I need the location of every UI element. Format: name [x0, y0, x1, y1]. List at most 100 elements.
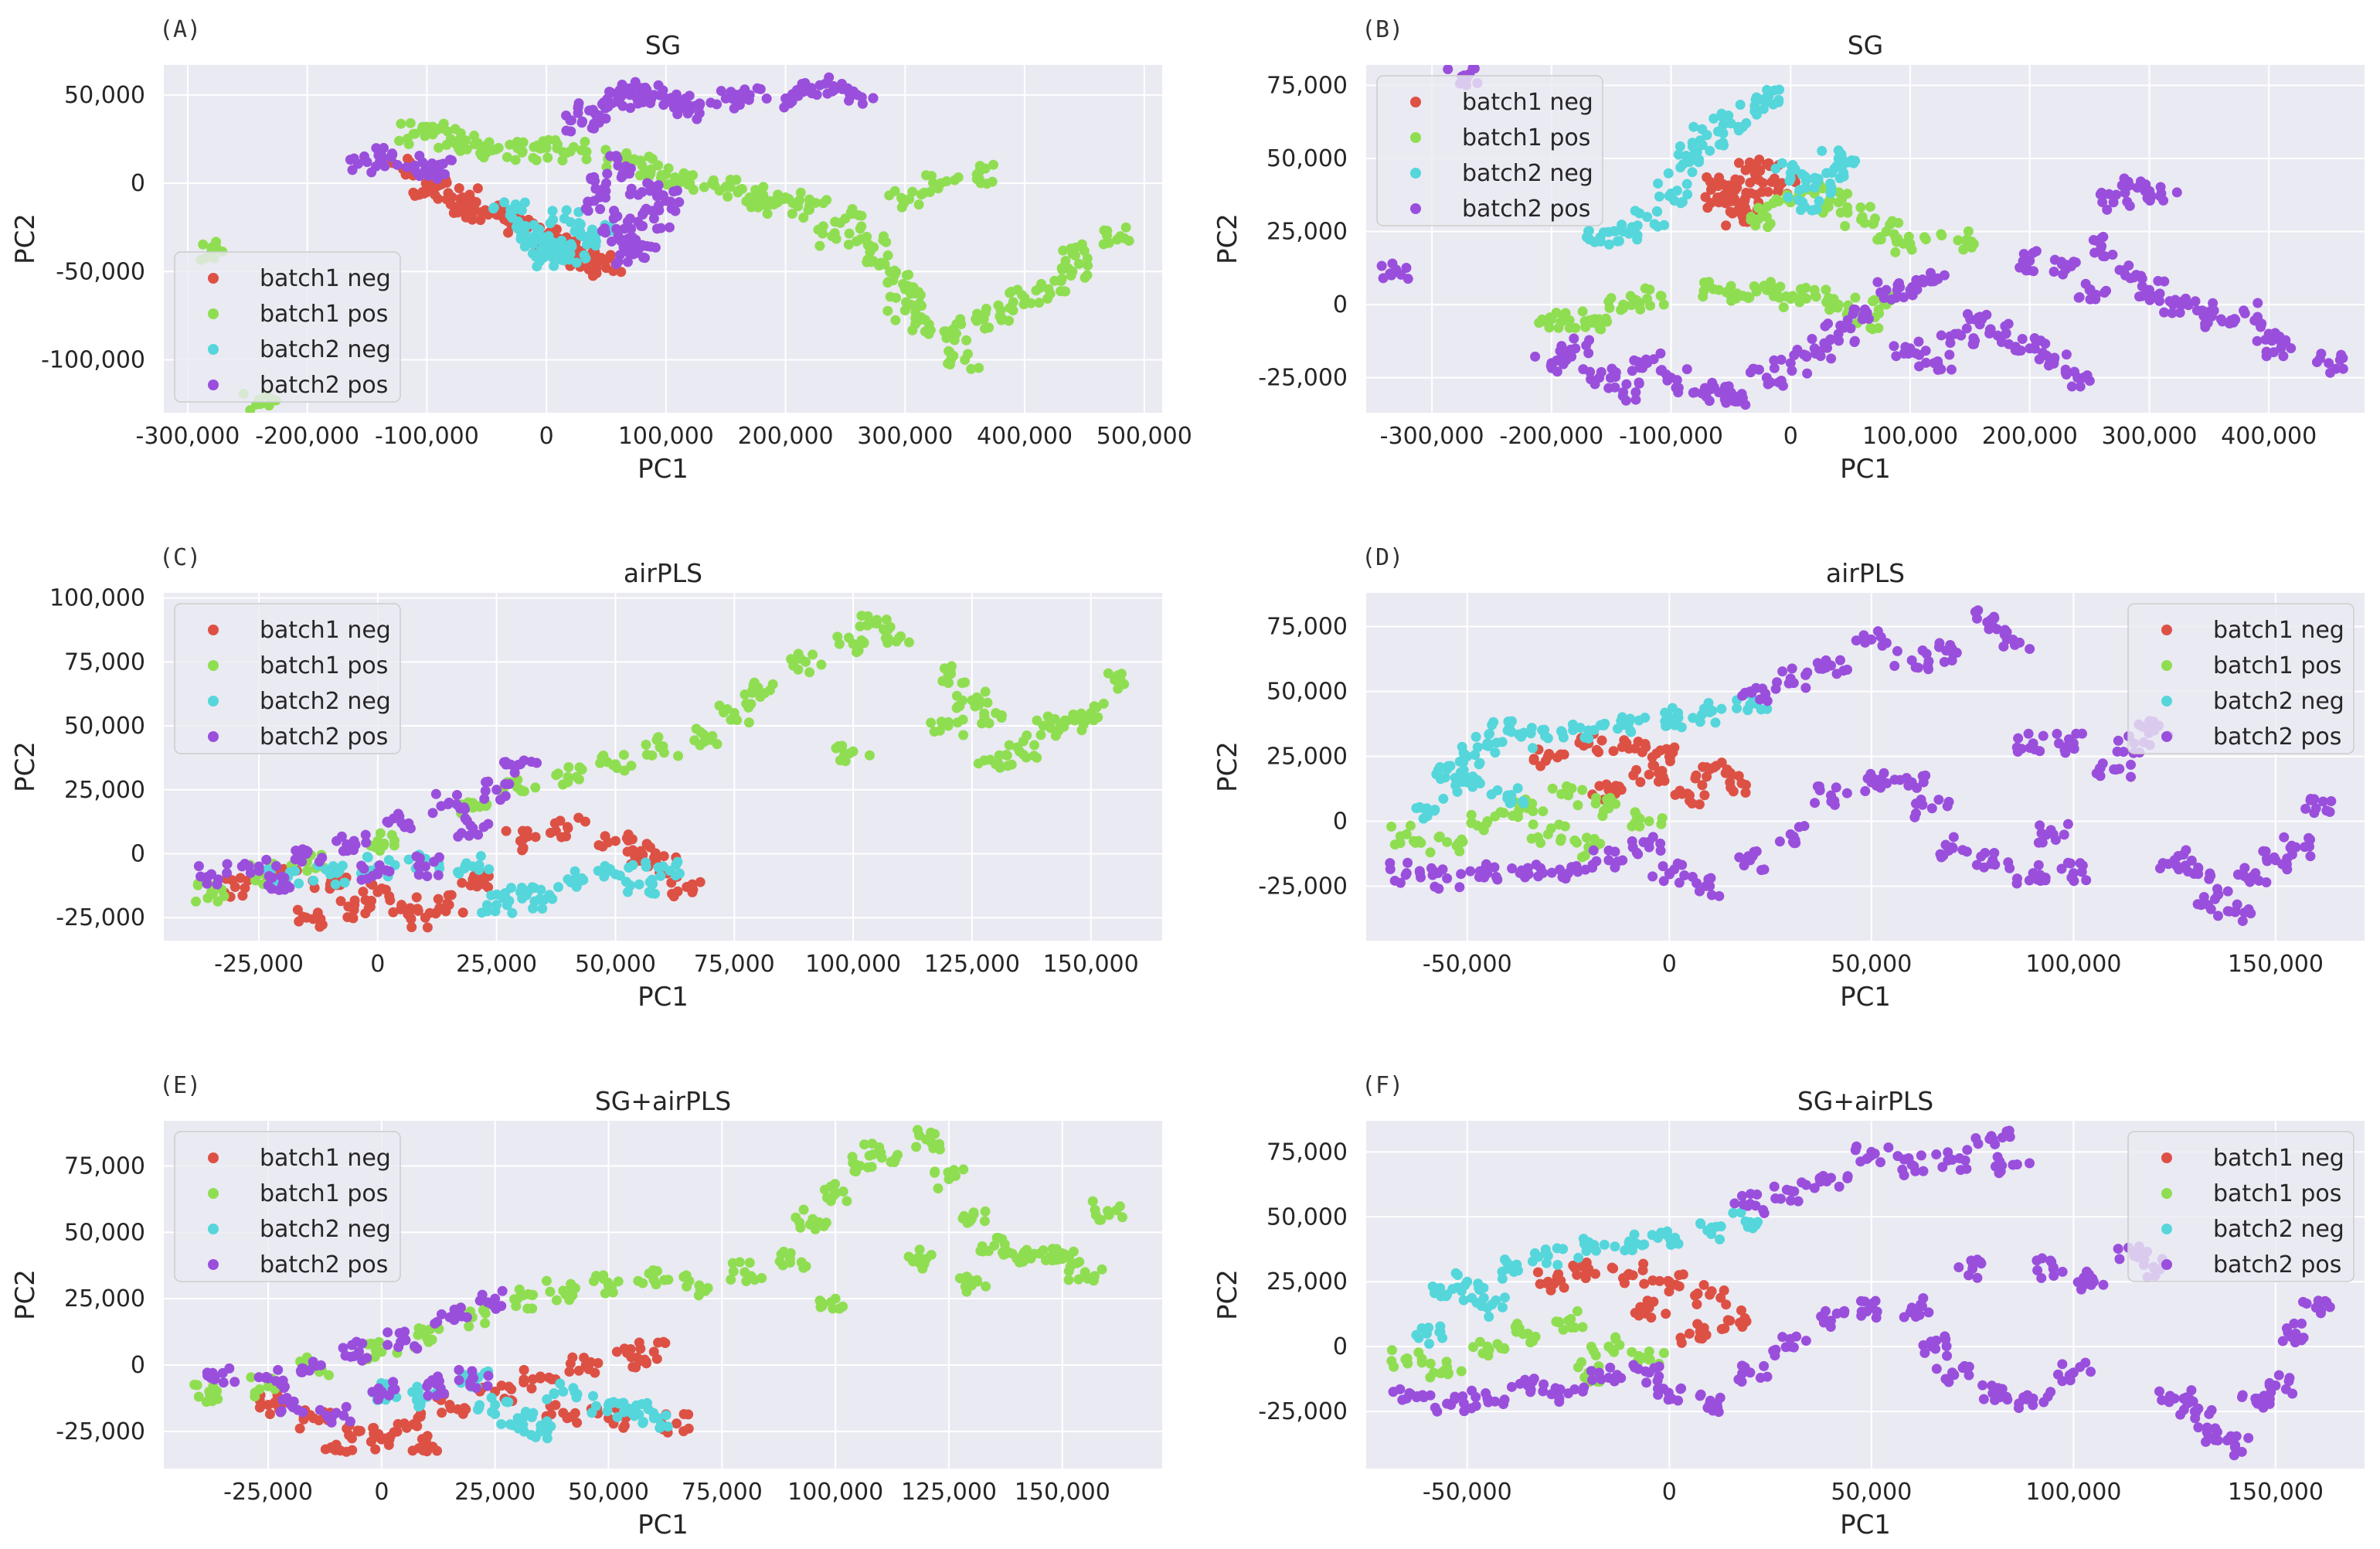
data-point [648, 879, 658, 890]
data-point [1644, 284, 1655, 295]
data-point [2098, 1279, 2109, 1290]
data-point [2178, 1404, 2189, 1415]
data-point [957, 714, 968, 725]
data-point [2079, 1279, 2090, 1290]
data-point [1435, 1321, 1446, 1332]
data-point [641, 861, 651, 872]
data-point [510, 199, 521, 209]
data-point [1451, 840, 1462, 851]
legend-marker [2161, 660, 2172, 671]
data-point [1990, 1161, 2001, 1172]
data-point [222, 867, 233, 878]
data-point [1112, 234, 1123, 245]
data-point [1610, 1334, 1621, 1345]
data-point [1991, 624, 2002, 635]
x-tick-label: 0 [370, 951, 385, 978]
legend-marker [208, 696, 219, 706]
data-point [2114, 264, 2125, 275]
data-point [1472, 742, 1483, 753]
data-point [699, 730, 709, 740]
data-point [1785, 1195, 1796, 1206]
data-point [1807, 333, 1817, 344]
data-point [2095, 771, 2106, 781]
data-point [706, 178, 717, 189]
data-point [1832, 302, 1843, 313]
data-point [834, 638, 845, 649]
data-point [736, 183, 747, 194]
panel-label: (B) [1362, 16, 1403, 43]
data-point [979, 711, 990, 722]
data-point [1931, 1149, 1942, 1160]
data-point [1891, 233, 1902, 243]
data-point [795, 653, 806, 664]
data-point [1765, 218, 1776, 229]
data-point [647, 750, 658, 761]
data-point [1625, 291, 1636, 301]
data-point [2202, 1427, 2212, 1438]
data-point [808, 649, 818, 660]
data-point [1940, 1374, 1951, 1384]
data-point [1790, 835, 1800, 846]
data-point [1395, 1384, 1406, 1394]
data-point [480, 1318, 491, 1329]
data-point [1468, 1342, 1479, 1353]
data-point [1770, 283, 1780, 294]
data-point [373, 1336, 384, 1347]
data-point [1018, 1256, 1028, 1267]
data-point [1639, 1278, 1650, 1289]
data-point [1697, 1333, 1708, 1344]
data-point [557, 779, 568, 790]
data-point [2305, 851, 2316, 862]
data-point [2193, 1422, 2204, 1433]
legend-marker [2161, 696, 2172, 706]
data-point [664, 222, 675, 233]
data-point [1478, 1292, 1489, 1303]
data-point [573, 107, 583, 118]
data-point [2174, 307, 2185, 318]
data-point [2011, 1159, 2022, 1170]
data-point [1635, 777, 1646, 788]
data-point [829, 84, 840, 95]
data-point [1855, 1156, 1866, 1167]
x-tick-label: 300,000 [857, 423, 953, 450]
data-point [1590, 379, 1600, 390]
data-point [1986, 859, 1997, 870]
data-point [2252, 335, 2263, 346]
data-point [1586, 1341, 1596, 1352]
data-point [1558, 732, 1569, 743]
data-point [622, 216, 633, 227]
data-point [1490, 747, 1501, 758]
data-point [1747, 850, 1758, 861]
data-point [530, 832, 541, 843]
data-point [658, 1336, 669, 1347]
data-point [1842, 189, 1853, 199]
data-point [624, 1403, 634, 1414]
data-point [1739, 860, 1749, 871]
data-point [402, 904, 413, 914]
data-point [984, 322, 994, 333]
data-point [821, 1192, 832, 1203]
data-point [338, 1410, 349, 1421]
y-tick-label: 75,000 [1266, 614, 1348, 641]
data-point [1906, 244, 1917, 255]
data-point [1755, 1373, 1766, 1384]
data-point [1610, 382, 1620, 393]
data-point [1425, 1358, 1436, 1369]
data-point [412, 1421, 423, 1432]
data-point [980, 1206, 991, 1217]
data-point [336, 831, 347, 842]
data-point [1526, 1335, 1537, 1346]
data-point [1457, 741, 1467, 752]
series-batch1-pos [1386, 1306, 1669, 1387]
data-point [1545, 823, 1556, 834]
y-tick-label: 25,000 [64, 777, 145, 804]
data-point [1546, 1389, 1557, 1400]
chart-title: SG [645, 30, 682, 60]
data-point [1960, 1155, 1970, 1166]
data-point [790, 1212, 801, 1223]
data-point [1918, 1340, 1929, 1350]
data-point [988, 159, 998, 170]
data-point [688, 884, 699, 895]
data-point [1547, 783, 1558, 794]
data-point [482, 1380, 493, 1391]
